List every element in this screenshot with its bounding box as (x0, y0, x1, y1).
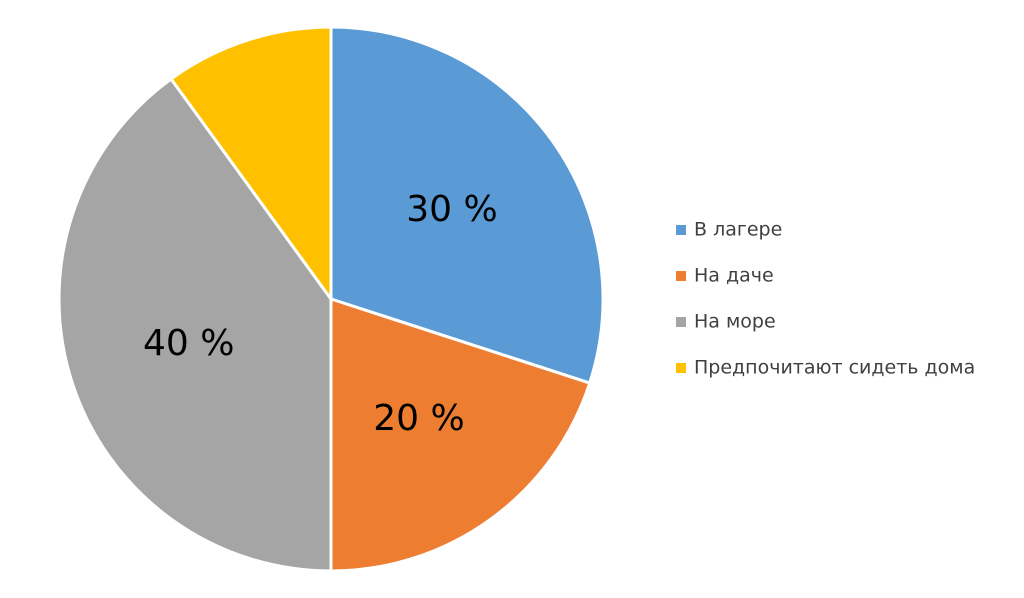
legend-swatch (676, 317, 686, 327)
data-label: 20 % (373, 398, 464, 439)
pie-slice (329, 296, 592, 573)
pie-slice (169, 25, 333, 304)
legend-swatch (676, 271, 686, 281)
legend-label: В лагере (694, 219, 782, 241)
legend-swatch (676, 225, 686, 235)
data-label: 40 % (143, 323, 234, 364)
pie-slice (329, 25, 605, 385)
legend-label: Предпочитают сидеть дома (694, 357, 975, 379)
legend-label: На даче (694, 265, 774, 287)
legend-label: На море (694, 311, 776, 333)
data-label: 30 % (406, 189, 497, 230)
legend-swatch (676, 363, 686, 373)
pie-slice (57, 76, 333, 573)
